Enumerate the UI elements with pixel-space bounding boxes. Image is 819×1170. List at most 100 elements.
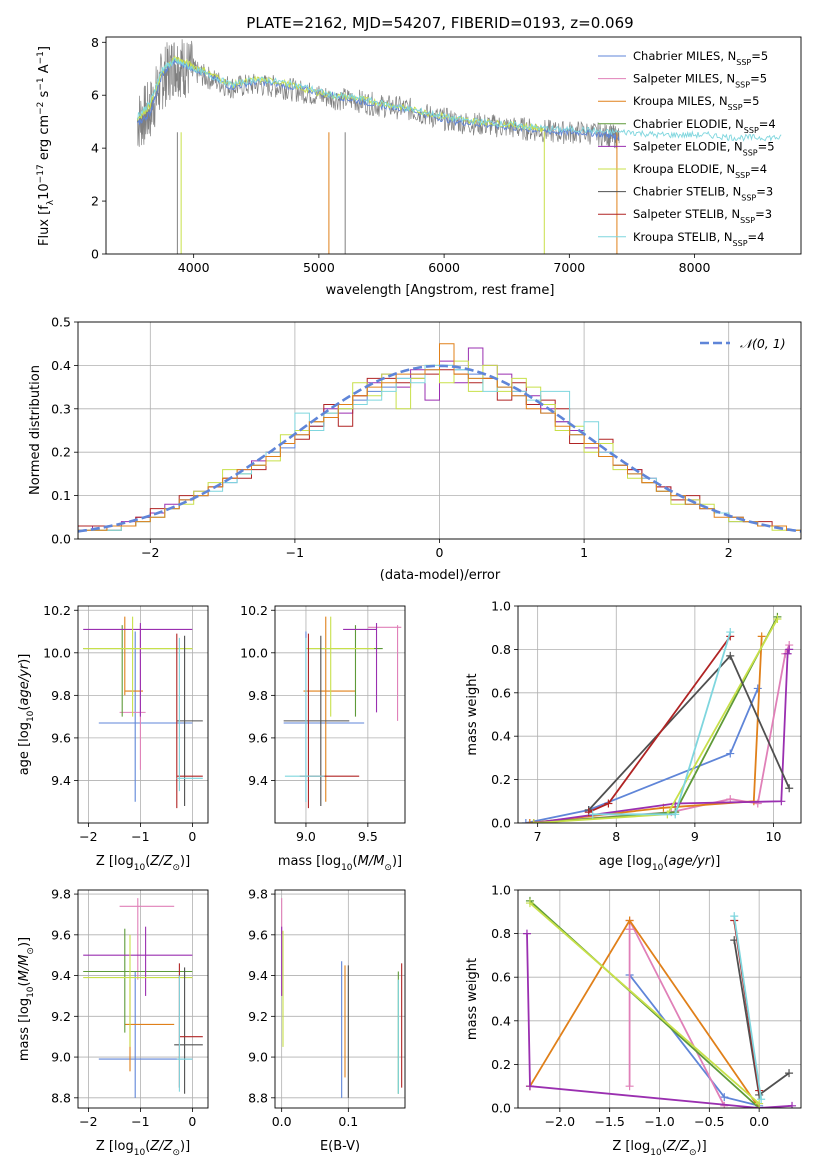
x-axis-label: wavelength [Angstrom, rest frame] [326, 283, 555, 298]
label-part: ] [37, 46, 52, 51]
weight-series-kroupa-miles [525, 916, 764, 1108]
x-tick-label: −2 [141, 545, 159, 560]
y-tick-label: 0.8 [491, 926, 511, 941]
x-tick-label: 2 [725, 545, 733, 560]
errorbar-chabrier-elodie [308, 625, 383, 717]
legend-sub: SSP [741, 193, 756, 202]
y-tick-label: 0.8 [491, 642, 511, 657]
weight-marker [625, 916, 634, 925]
x-tick-label: 0.0 [749, 1114, 769, 1129]
legend-sub: SSP [735, 171, 750, 180]
y-tick-label: 9.2 [51, 1009, 71, 1024]
legend-sub: SSP [736, 58, 751, 67]
weight-series-salpeter-miles [625, 916, 729, 1108]
label-part: M/M [358, 854, 385, 869]
label-part: −2 [36, 102, 46, 115]
weight-series-chabrier-miles [521, 684, 762, 823]
label-part: )] [710, 854, 720, 869]
label-part: s [37, 90, 52, 101]
y-axis-label: age [log10(age/yr)] [17, 654, 36, 776]
y-tick-label: 10.0 [43, 645, 71, 660]
weight-line [733, 939, 790, 1097]
weight-marker [671, 810, 680, 819]
y-tick-label: 9.8 [248, 688, 268, 703]
x-tick-label: 0.0 [272, 1114, 292, 1129]
residuals-panel: −2 −1 0 1 2 0.0 0.1 0.2 0.3 0.4 0.5 (data-model)/er… [28, 315, 802, 583]
weight-marker [730, 912, 739, 921]
legend-sub: SSP [735, 80, 750, 89]
weight-marker [625, 1082, 634, 1091]
label-part: ( [662, 1139, 667, 1154]
legend-tail: =3 [755, 207, 772, 221]
label-part: (data-model)/error [380, 568, 501, 583]
weight-marker [588, 810, 597, 819]
legend-tail: =5 [750, 72, 767, 86]
weight-marker [720, 1093, 729, 1102]
label-part: mass [log [278, 854, 341, 869]
y-tick-label: 9.6 [248, 927, 268, 942]
y-tick-label: 0 [91, 247, 99, 262]
legend-entry: Salpeter ELODIE, NSSP=5 [633, 139, 775, 157]
weight-marker [773, 615, 782, 624]
x-axis-label: Z [log10(Z/Z⊙)] [96, 1139, 190, 1158]
x-tick-label: 9.5 [358, 829, 378, 844]
plot-area [283, 616, 402, 809]
errorbar-chabrier-stelib [176, 635, 203, 806]
weight-series-salpeter-stelib [584, 632, 735, 817]
legend-sub: SSP [743, 148, 758, 157]
label-part: age/yr [17, 662, 32, 705]
x-tick-label: 0 [188, 1114, 196, 1129]
spectrum-panel: 4000 5000 6000 7000 8000 0 2 4 6 8 wavelength [Ang… [36, 35, 802, 298]
axes-frame [517, 889, 802, 1109]
weight-series-kroupa-stelib [730, 912, 766, 1104]
x-tick-label: 0.1 [338, 1114, 358, 1129]
x-tick-label: 6000 [428, 260, 460, 275]
label-part: ⊙ [26, 947, 36, 955]
weight-marker [777, 797, 786, 806]
legend-sub: SSP [740, 216, 755, 225]
x-tick-label: 0 [436, 545, 444, 560]
weight-line [529, 636, 763, 823]
axes-frame [77, 889, 209, 1109]
errorbar-kroupa-stelib [176, 637, 203, 792]
legend-text: Chabrier STELIB, N [633, 185, 741, 199]
y-tick-label: 0.0 [51, 532, 71, 547]
weight-marker [757, 1095, 766, 1104]
label-part: age [log [17, 722, 32, 775]
y-tick-label: 0.1 [51, 488, 71, 503]
x-axis-label: (data-model)/error [380, 568, 501, 583]
legend-tail: =5 [751, 49, 768, 63]
label-part: M/M [17, 955, 32, 982]
weight-marker [625, 925, 634, 934]
label-part: ⊙ [384, 863, 392, 873]
x-tick-label: −1.5 [594, 1114, 624, 1129]
errorbar-salpeter-miles [367, 625, 402, 721]
x-tick-label: −1 [131, 829, 149, 844]
weight-marker [726, 749, 735, 758]
weight-marker [525, 899, 534, 908]
label-part: ⊙ [172, 863, 180, 873]
legend-entry: Chabrier MILES, NSSP=5 [633, 49, 768, 67]
label-part: )] [17, 937, 32, 947]
y-tick-label: 1.0 [491, 883, 511, 898]
x-tick-label: 5000 [303, 260, 335, 275]
errorbar-kroupa-elodie [83, 616, 193, 717]
legend-tail: =4 [759, 117, 776, 131]
y-tick-label: 9.6 [51, 927, 71, 942]
figure-title: PLATE=2162, MJD=54207, FIBERID=0193, z=0… [246, 14, 633, 32]
label-part: mass weight [465, 673, 480, 755]
legend-sub: SSP [733, 238, 748, 247]
y-tick-label: 10.2 [43, 603, 71, 618]
axes-frame [105, 36, 802, 255]
label-part: 10 [26, 986, 36, 998]
axes-frame [77, 321, 802, 540]
x-tick-label: −2 [79, 829, 97, 844]
legend-entry: Kroupa ELODIE, NSSP=4 [633, 162, 767, 180]
weight-series-kroupa-stelib [588, 628, 735, 819]
errorbar-kroupa-stelib [176, 975, 193, 1092]
y-tick-label: 0.0 [491, 1101, 511, 1116]
legend-entry: Salpeter MILES, NSSP=5 [633, 72, 767, 90]
legend-text: Salpeter ELODIE, N [633, 139, 743, 153]
y-tick-label: 0.2 [491, 772, 511, 787]
errorbar-salpeter-elodie [83, 926, 193, 996]
